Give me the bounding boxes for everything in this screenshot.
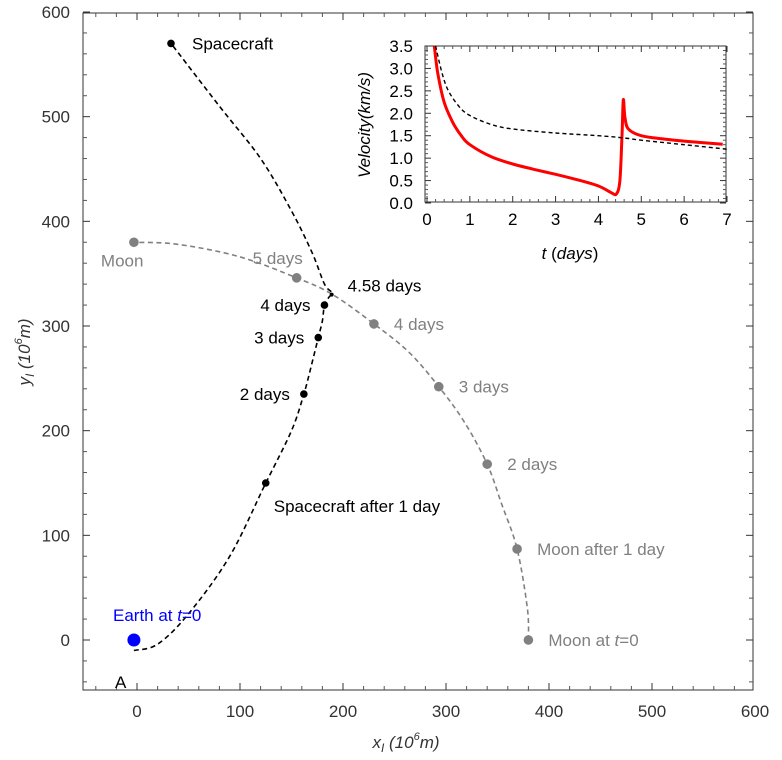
inset-axes: 0 1 2 3 4 5 6 7 0.0 0.5 1.0 1.5 2.0 2.5 3.0 3.5 (389, 37, 731, 229)
inset-x-tick-label: 2 (508, 210, 517, 229)
marker-point (329, 292, 334, 297)
inset-y-axis-label: Velocity(km/s) (355, 72, 374, 178)
inset-y-tick-label: 1.5 (389, 127, 413, 146)
inset-x-tick-label: 4 (594, 210, 603, 229)
main-plot-frame (82, 12, 754, 691)
x-axis-label: xI (106m) (371, 731, 439, 755)
moon-velocity-line (434, 45, 728, 150)
inset-x-tick-label: 3 (551, 210, 560, 229)
x-tick-label: 200 (329, 702, 357, 721)
inset-x-tick-label: 6 (679, 210, 688, 229)
marker-point (261, 479, 270, 487)
y-tick-label: 500 (42, 108, 70, 127)
marker-point (300, 390, 308, 398)
inset-x-tick-label: 7 (722, 210, 731, 229)
main-labels-group: Spacecraft Spacecraft after 1 day 2 days 3 … (101, 34, 665, 692)
inset-x-axis-label: t (days) (542, 244, 599, 263)
marker-label: Moon at t=0 (548, 631, 638, 650)
y-axis-label: yI (106m) (13, 318, 37, 386)
main-axes: 0 100 200 300 400 500 600 0 100 200 300 400 500 600 (42, 3, 770, 721)
marker-point (127, 633, 141, 647)
inset-y-tick-label: 0.5 (389, 172, 413, 191)
inset-y-tick-label: 3.0 (389, 59, 413, 78)
marker-point (369, 319, 379, 329)
inset-y-tick-label: 2.5 (389, 82, 413, 101)
main-markers-group (127, 39, 534, 647)
inset-y-tick-label: 1.0 (389, 149, 413, 168)
marker-label: 3 days (254, 329, 304, 348)
y-tick-label: 0 (61, 631, 70, 650)
spacecraft-trajectory-line (133, 42, 333, 652)
x-tick-label: 100 (226, 702, 254, 721)
marker-label: 4.58 days (348, 277, 422, 296)
marker-label: Moon after 1 day (537, 540, 665, 559)
inset-x-tick-label: 1 (465, 210, 474, 229)
marker-label: 3 days (459, 378, 509, 397)
marker-point (433, 381, 444, 392)
marker-point (523, 635, 534, 645)
trajectory-plot: 0 100 200 300 400 500 600 0 100 200 300 400 500 600 S… (13, 3, 769, 755)
inset-x-tick-label: 5 (637, 210, 646, 229)
x-tick-label: 600 (741, 702, 769, 721)
velocity-inset-plot: 0 1 2 3 4 5 6 7 0.0 0.5 1.0 1.5 2.0 2.5 3.0 3.5 t (days… (355, 37, 732, 263)
marker-point (291, 273, 302, 283)
marker-point (320, 301, 329, 309)
inset-series-group (432, 45, 728, 197)
marker-point (314, 333, 323, 342)
marker-point (129, 237, 139, 248)
marker-point (167, 39, 175, 48)
inset-y-tick-label: 3.5 (389, 37, 413, 56)
inset-plot-frame (424, 45, 727, 203)
spacecraft-velocity-line (432, 45, 723, 197)
x-tick-label: 0 (132, 702, 141, 721)
x-tick-label: 400 (535, 702, 563, 721)
marker-label: Spacecraft (192, 34, 274, 53)
y-tick-label: 200 (42, 422, 70, 441)
x-tick-label: 500 (638, 702, 666, 721)
inset-x-tick-label: 0 (422, 210, 431, 229)
inset-y-tick-label: 0.0 (389, 194, 413, 213)
marker-label: Moon (101, 251, 144, 270)
marker-label: Earth at t=0 (113, 606, 201, 625)
y-tick-label: 300 (42, 317, 70, 336)
marker-label: 5 days (253, 249, 303, 268)
moon-trajectory-line (133, 241, 530, 641)
marker-label: 4 days (394, 315, 444, 334)
x-tick-label: 300 (432, 702, 460, 721)
marker-label: 2 days (240, 385, 290, 404)
marker-label: 2 days (507, 455, 557, 474)
y-tick-label: 600 (42, 3, 70, 22)
marker-label: A (115, 673, 127, 692)
y-tick-label: 400 (42, 212, 70, 231)
marker-label: Spacecraft after 1 day (274, 497, 441, 516)
marker-point (512, 544, 522, 554)
marker-label: 4 days (260, 296, 310, 315)
y-tick-label: 100 (42, 526, 70, 545)
marker-point (482, 459, 493, 469)
inset-y-tick-label: 2.0 (389, 104, 413, 123)
